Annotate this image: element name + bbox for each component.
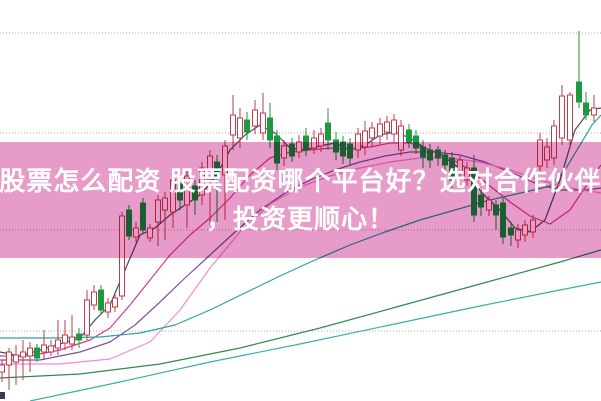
candle-up (41, 344, 47, 353)
candle-down (98, 289, 104, 311)
candle-up (27, 347, 33, 357)
candle-up (62, 334, 68, 344)
candle-down (406, 129, 412, 143)
candle-up (13, 354, 19, 363)
candle-up (591, 107, 597, 116)
candle-up (48, 345, 54, 353)
corner-mark (0, 392, 5, 399)
candle-up (237, 117, 243, 139)
candle-down (576, 81, 582, 103)
headline-banner-background (0, 142, 601, 258)
candle-up (112, 297, 118, 308)
candle-up (391, 119, 397, 135)
candle-up (369, 127, 375, 139)
candle-up (69, 336, 75, 345)
candle-up (230, 114, 236, 136)
candle-up (0, 364, 5, 373)
candle-down (34, 347, 40, 359)
candle-up (377, 123, 383, 137)
ma-teal-long (29, 281, 601, 401)
candle-down (267, 117, 273, 141)
ma-green-long (0, 249, 601, 379)
candle-up (20, 351, 26, 358)
candle-up (91, 291, 97, 306)
candle-up (105, 302, 111, 313)
candle-up (84, 299, 90, 336)
headline-banner: 股票怎么配资 股票配资哪个平台好？选对合作伙伴 ，投资更顺心！ (0, 142, 601, 258)
candle-down (583, 102, 589, 116)
candle-down (325, 122, 331, 141)
candle-up (55, 339, 61, 349)
candle-down (76, 333, 82, 341)
candle-up (252, 109, 258, 127)
headline-line-1: 股票怎么配资 股票配资哪个平台好？选对合作伙伴 (0, 166, 601, 196)
candle-up (6, 351, 12, 366)
headline-line-2: ，投资更顺心！ (205, 204, 395, 234)
candle-up (559, 95, 565, 139)
candle-up (567, 94, 573, 141)
candle-down (244, 119, 250, 133)
candle-up (260, 112, 266, 134)
candle-up (384, 121, 390, 133)
